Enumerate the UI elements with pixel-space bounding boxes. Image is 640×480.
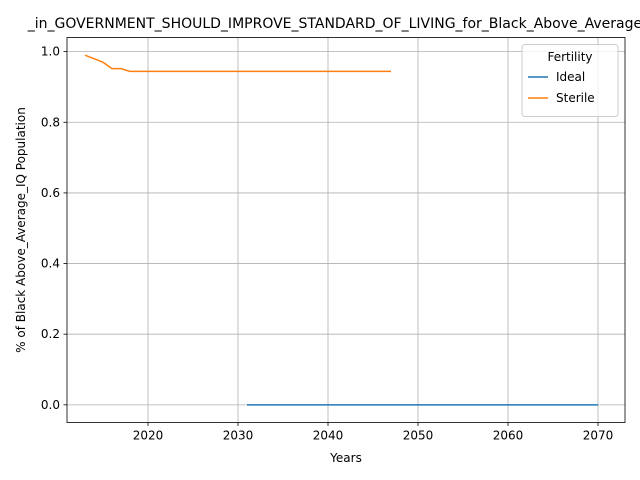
y-tick-label: 0.4 (41, 257, 60, 271)
y-tick-label: 0.2 (41, 327, 60, 341)
x-tick-label: 2070 (583, 429, 614, 443)
y-tick-label: 0.6 (41, 186, 60, 200)
x-axis-label: Years (329, 451, 362, 465)
y-tick-label: 0.8 (41, 115, 60, 129)
y-tick-label: 0.0 (41, 398, 60, 412)
legend-label-sterile: Sterile (556, 91, 595, 105)
chart-title: _in_GOVERNMENT_SHOULD_IMPROVE_STANDARD_O… (27, 16, 640, 32)
y-tick-label: 1.0 (41, 45, 60, 59)
x-tick-label: 2030 (223, 429, 254, 443)
series-lines (85, 55, 598, 405)
legend-label-ideal: Ideal (556, 70, 585, 84)
x-tick-label: 2060 (493, 429, 524, 443)
x-tick-label: 2040 (313, 429, 344, 443)
legend: Fertility Ideal Sterile (522, 45, 618, 117)
y-axis-label: % of Black Above_Average_IQ Population (14, 107, 28, 353)
x-tick-label: 2050 (403, 429, 434, 443)
legend-title: Fertility (547, 50, 592, 64)
x-tick-label: 2020 (133, 429, 164, 443)
